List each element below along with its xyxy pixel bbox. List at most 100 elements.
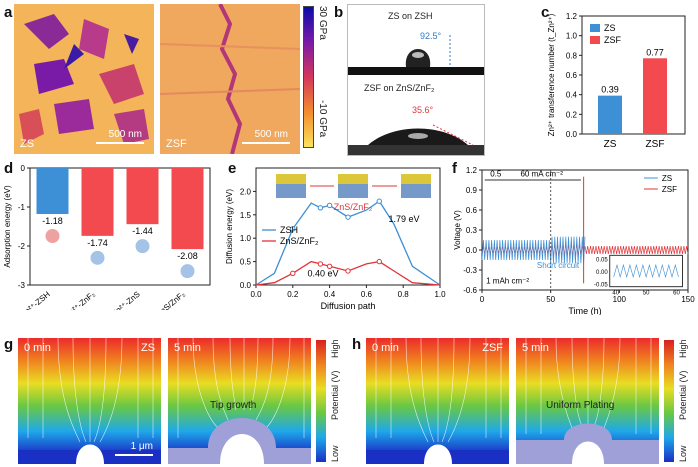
ytick-label-d-0: 0 (21, 164, 26, 173)
contact-bottom-angle: 35.6° (412, 105, 434, 115)
point-e-1-5 (326, 263, 333, 269)
ytick-label-f-2: 0.0 (466, 246, 478, 255)
contact-top-label: ZS on ZSH (388, 11, 433, 21)
afm-colorbar-bottom: -10 GPa (317, 100, 328, 138)
bar-label-c-0: 0.39 (601, 85, 619, 95)
sim-h-time0: 0 min (372, 342, 399, 354)
legend-swatch-c-1 (590, 36, 600, 44)
afm-colorbar-top: 30 GPa (317, 6, 328, 40)
ylabel-f: Voltage (V) (453, 210, 462, 250)
inset-frame-f (609, 254, 684, 288)
afm-texture-zsf (160, 4, 300, 154)
sim-g-scalebar: 1 μm (130, 441, 153, 452)
chart-adsorption-energy: 0 -1 -2 -3 -1.18 Zn²⁺-ZSH -1.74 Zn²⁺-ZnF₂ -1.44 Z… (3, 164, 211, 310)
ytick-label-e-4: 2.0 (240, 187, 252, 196)
legend-label-c-0: ZS (604, 23, 616, 33)
afm-texture-zs (14, 4, 154, 154)
bar-d-2 (126, 168, 159, 225)
ytick-label-c-2: 0.4 (566, 91, 578, 100)
xtick-label-f-1: 50 (546, 295, 555, 304)
ytick-label-e-3: 1.5 (240, 211, 252, 220)
xtick-label-c-1: ZSF (646, 139, 665, 150)
panel-label-a: a (4, 4, 13, 21)
inset-top-layer-e-2 (401, 174, 431, 184)
legend-label-e-1: ZnS/ZnF₂ (280, 236, 319, 246)
bar-d-1 (81, 168, 114, 236)
sim-h-label: ZSF (482, 342, 503, 354)
series-line-f-zs (481, 236, 586, 264)
point-e-0-6 (345, 214, 351, 220)
point-e-1-4 (317, 261, 324, 267)
xtick-label-d-0: Zn²⁺-ZSH (19, 289, 52, 310)
inset-label-e: ZnS/ZnF₂ (334, 202, 373, 212)
contact-bottom-label: ZSF on ZnS/ZnF₂ (364, 83, 435, 93)
series-line-f-zsf (481, 243, 689, 257)
xtick-label-e-5: 1.0 (434, 290, 446, 299)
potential-low-h: Low (678, 445, 688, 462)
xlabel-f: Time (h) (568, 306, 601, 315)
field-lines-zs-5 (168, 338, 311, 464)
ytick-label-f-5: 0.9 (466, 186, 478, 195)
xlabel-e: Diffusion path (321, 301, 376, 310)
xtick-label-e-1: 0.2 (287, 290, 299, 299)
annotation-e-high: 1.79 eV (388, 214, 419, 224)
afm-image-zs: ZS 500 nm (14, 4, 154, 154)
xtick-label-e-3: 0.6 (361, 290, 373, 299)
point-e-0-5 (326, 202, 333, 209)
ytick-label-e-1: 0.5 (240, 258, 252, 267)
potential-bar-h (664, 340, 674, 462)
afm-scalebar-text-zs: 500 nm (108, 129, 142, 140)
legend-label-e-0: ZSH (280, 225, 298, 235)
point-e-0-2 (290, 226, 296, 232)
molecule-icon-d-1 (90, 250, 105, 265)
inset-xtick-label-f-1: 50 (643, 291, 650, 297)
bar-c-0 (598, 95, 622, 134)
ytick-label-f-6: 1.2 (466, 166, 478, 175)
point-e-0-8 (376, 198, 382, 204)
afm-label-zs: ZS (20, 138, 35, 150)
inset-ytick-label-f-2: -0.05 (594, 283, 608, 289)
legend-label-f-0: ZS (662, 174, 672, 183)
inset-top-layer-e-0 (276, 174, 306, 184)
bar-label-c-1: 0.77 (646, 47, 664, 57)
afm-image-zsf: ZSF 500 nm (160, 4, 300, 154)
bar-label-d-1: -1.74 (87, 238, 108, 248)
afm-colorbar (303, 6, 314, 148)
sim-zs-5min: 5 min Tip growth (168, 338, 311, 464)
ytick-label-c-3: 0.6 (566, 71, 578, 80)
molecule-icon-d-2 (135, 239, 150, 254)
chart-diffusion-energy: 0.0 0.2 0.4 0.6 0.8 1.0 0.0 0.5 1.0 1.5 2.0 1.79 eV… (225, 167, 446, 310)
potential-low-g: Low (330, 445, 340, 462)
ytick-label-f-4: 0.6 (466, 206, 478, 215)
xtick-label-c-0: ZS (604, 139, 617, 150)
chart-voltage-profile: 0 50 100 150 -0.6 -0.3 0.0 0.3 0.6 0.9 1.2 0.5 60 mA… (453, 166, 695, 315)
plot-frame-e (255, 167, 441, 286)
plot-frame-c (581, 15, 686, 135)
sim-g-time5: 5 min (174, 342, 201, 354)
point-e-1-6 (345, 268, 351, 274)
contact-angle-drawing (348, 35, 484, 155)
bar-label-d-0: -1.18 (42, 216, 63, 226)
sim-h-caption: Uniform Plating (546, 400, 615, 411)
afm-label-zsf: ZSF (166, 138, 187, 150)
ytick-label-d-2: -2 (18, 242, 26, 251)
sim-zsf-0min: 0 min ZSF (366, 338, 509, 464)
ytick-label-d-3: -3 (18, 281, 26, 290)
xtick-label-d-1: Zn²⁺-ZnF₂ (63, 290, 97, 310)
field-lines-zs-0 (18, 338, 161, 464)
inset-top-layer-e-1 (338, 174, 368, 184)
point-e-1-2 (290, 270, 296, 277)
annotation-e-low: 0.40 eV (308, 269, 339, 279)
sim-zs-0min: 0 min ZS 1 μm (18, 338, 161, 464)
annotation-f-60: 60 mA cm⁻² (520, 170, 563, 179)
inset-ytick-label-f-1: 0.00 (596, 270, 608, 276)
molecule-icon-d-0 (45, 229, 60, 244)
xtick-label-f-0: 0 (480, 295, 485, 304)
sim-g-time0: 0 min (24, 342, 51, 354)
ylabel-d: Adsorption energy (eV) (3, 185, 12, 268)
panel-label-h: h (352, 336, 362, 353)
ytick-label-e-0: 0.0 (240, 281, 252, 290)
point-e-1-8 (376, 258, 382, 265)
annotation-f-short: Short circuit (537, 261, 580, 270)
sim-h-time5: 5 min (522, 342, 549, 354)
